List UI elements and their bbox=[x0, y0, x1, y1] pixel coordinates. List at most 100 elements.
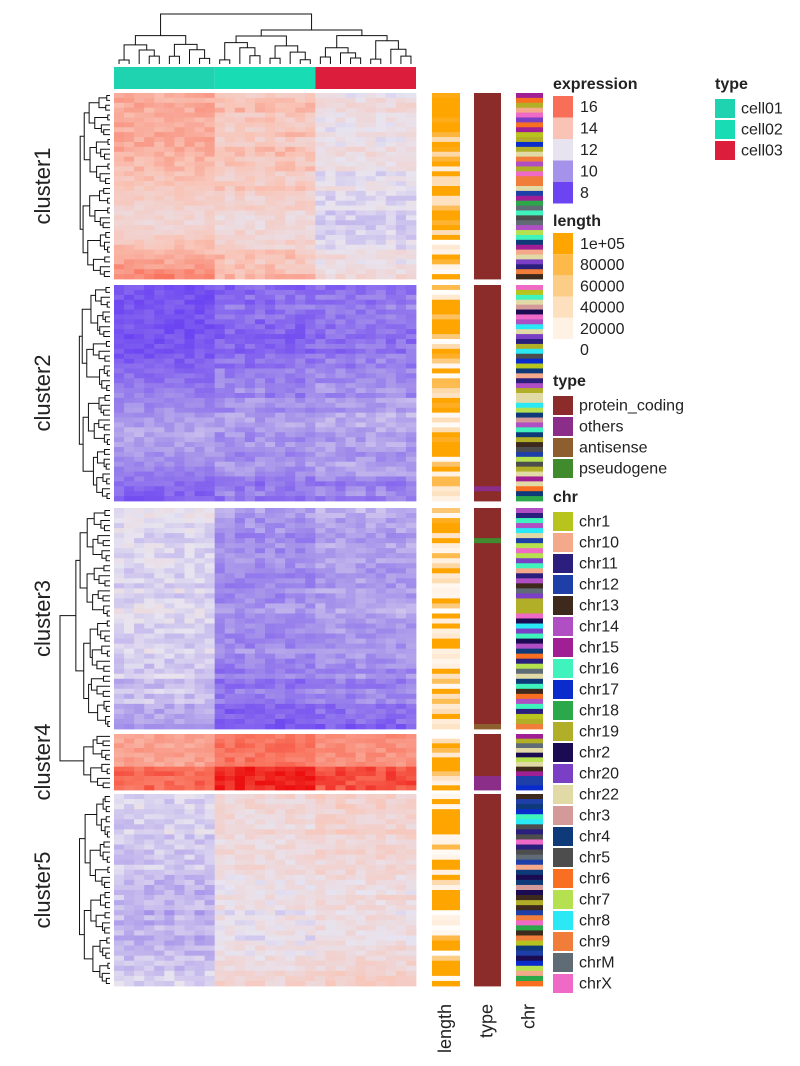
heatmap-cell bbox=[295, 97, 306, 104]
heatmap-cell bbox=[395, 417, 407, 423]
heatmap-cell bbox=[285, 558, 296, 564]
heatmap-cell bbox=[325, 553, 336, 559]
heatmap-cell bbox=[204, 476, 216, 482]
heatmap-cell bbox=[305, 437, 316, 443]
heatmap-cell bbox=[124, 137, 135, 143]
heatmap-cell bbox=[204, 373, 216, 379]
heatmap-cell bbox=[345, 486, 356, 492]
heatmap-cell bbox=[305, 683, 316, 690]
heatmap-cell bbox=[174, 442, 185, 448]
heatmap-cell bbox=[124, 834, 135, 840]
heatmap-cell bbox=[385, 814, 397, 820]
row-dendrogram-branch bbox=[103, 409, 110, 416]
heatmap-cell bbox=[234, 417, 246, 423]
heatmap-cell bbox=[295, 743, 306, 749]
heatmap-cell bbox=[365, 127, 377, 133]
heatmap-cell bbox=[154, 471, 165, 477]
heatmap-cell bbox=[355, 618, 367, 624]
heatmap-cell bbox=[305, 417, 316, 423]
heatmap-cell bbox=[174, 249, 185, 255]
heatmap-cell bbox=[375, 309, 387, 315]
heatmap-cell bbox=[174, 849, 185, 856]
heatmap-cell bbox=[395, 269, 407, 275]
heatmap-cell bbox=[174, 879, 185, 886]
heatmap-cell bbox=[365, 713, 377, 720]
heatmap-cell bbox=[174, 220, 185, 226]
row-dendrogram-branch bbox=[83, 642, 91, 700]
heatmap-cell bbox=[164, 864, 175, 871]
heatmap-cell bbox=[114, 648, 125, 655]
heatmap-cell bbox=[154, 383, 165, 389]
heatmap-cell bbox=[164, 748, 175, 754]
heatmap-cell bbox=[174, 186, 185, 192]
heatmap-cell bbox=[244, 528, 256, 534]
heatmap-cell bbox=[325, 508, 336, 514]
heatmap-cell bbox=[345, 215, 356, 221]
row-dendrogram-branch bbox=[93, 567, 104, 581]
heatmap-cell bbox=[345, 563, 356, 569]
heatmap-cell bbox=[365, 663, 377, 670]
heatmap-cell bbox=[375, 451, 387, 458]
heatmap-cell bbox=[275, 220, 286, 226]
heatmap-cell bbox=[375, 598, 387, 604]
heatmap-cell bbox=[184, 112, 195, 118]
heatmap-cell bbox=[194, 874, 205, 881]
heatmap-cell bbox=[395, 762, 407, 768]
heatmap-cell bbox=[234, 171, 246, 177]
heatmap-cell bbox=[194, 752, 205, 758]
heatmap-cell bbox=[154, 319, 165, 325]
heatmap-cell bbox=[184, 324, 195, 330]
heatmap-cell bbox=[375, 486, 387, 492]
heatmap-cell bbox=[194, 673, 205, 680]
heatmap-cell bbox=[124, 523, 135, 529]
heatmap-cell bbox=[154, 107, 165, 113]
heatmap-cell bbox=[164, 799, 175, 805]
heatmap-cell bbox=[265, 819, 276, 825]
heatmap-cell bbox=[345, 693, 356, 700]
heatmap-cell bbox=[395, 623, 407, 629]
heatmap-cell bbox=[395, 220, 407, 226]
heatmap-cell bbox=[164, 476, 175, 482]
heatmap-cell bbox=[214, 388, 226, 394]
heatmap-cell bbox=[174, 508, 185, 514]
heatmap-cell bbox=[174, 713, 185, 720]
heatmap-cell bbox=[114, 451, 125, 458]
heatmap-cell bbox=[405, 304, 417, 310]
heatmap-cell bbox=[325, 780, 336, 786]
heatmap-cell bbox=[234, 117, 246, 123]
heatmap-cell bbox=[385, 422, 397, 428]
heatmap-cell bbox=[244, 107, 256, 113]
heatmap-cell bbox=[335, 573, 346, 579]
heatmap-cell bbox=[174, 363, 185, 369]
heatmap-cell bbox=[194, 762, 205, 768]
heatmap-cell bbox=[244, 334, 256, 340]
heatmap-cell bbox=[244, 161, 256, 167]
row-dendrogram-branch bbox=[101, 380, 110, 389]
heatmap-cell bbox=[174, 780, 185, 786]
heatmap-cell bbox=[214, 799, 226, 805]
heatmap-cell bbox=[234, 693, 246, 700]
heatmap-cell bbox=[265, 427, 276, 433]
heatmap-cell bbox=[184, 603, 195, 609]
heatmap-cell bbox=[214, 890, 226, 896]
heatmap-cell bbox=[315, 447, 326, 453]
heatmap-cell bbox=[254, 373, 266, 379]
heatmap-cell bbox=[244, 698, 256, 705]
heatmap-cell bbox=[124, 146, 135, 153]
heatmap-cell bbox=[395, 703, 407, 710]
heatmap-cell bbox=[305, 456, 316, 463]
heatmap-cell bbox=[194, 623, 205, 629]
heatmap-cell bbox=[254, 239, 266, 246]
heatmap-cell bbox=[375, 628, 387, 634]
heatmap-cell bbox=[214, 274, 226, 280]
heatmap-cell bbox=[244, 553, 256, 559]
heatmap-cell bbox=[254, 393, 266, 399]
heatmap-cell bbox=[184, 309, 195, 315]
heatmap-cell bbox=[174, 285, 185, 291]
heatmap-cell bbox=[395, 122, 407, 128]
heatmap-cell bbox=[184, 869, 195, 876]
heatmap-cell bbox=[234, 819, 246, 825]
heatmap-cell bbox=[365, 668, 377, 675]
heatmap-cell bbox=[254, 353, 266, 360]
heatmap-cell bbox=[144, 269, 155, 275]
